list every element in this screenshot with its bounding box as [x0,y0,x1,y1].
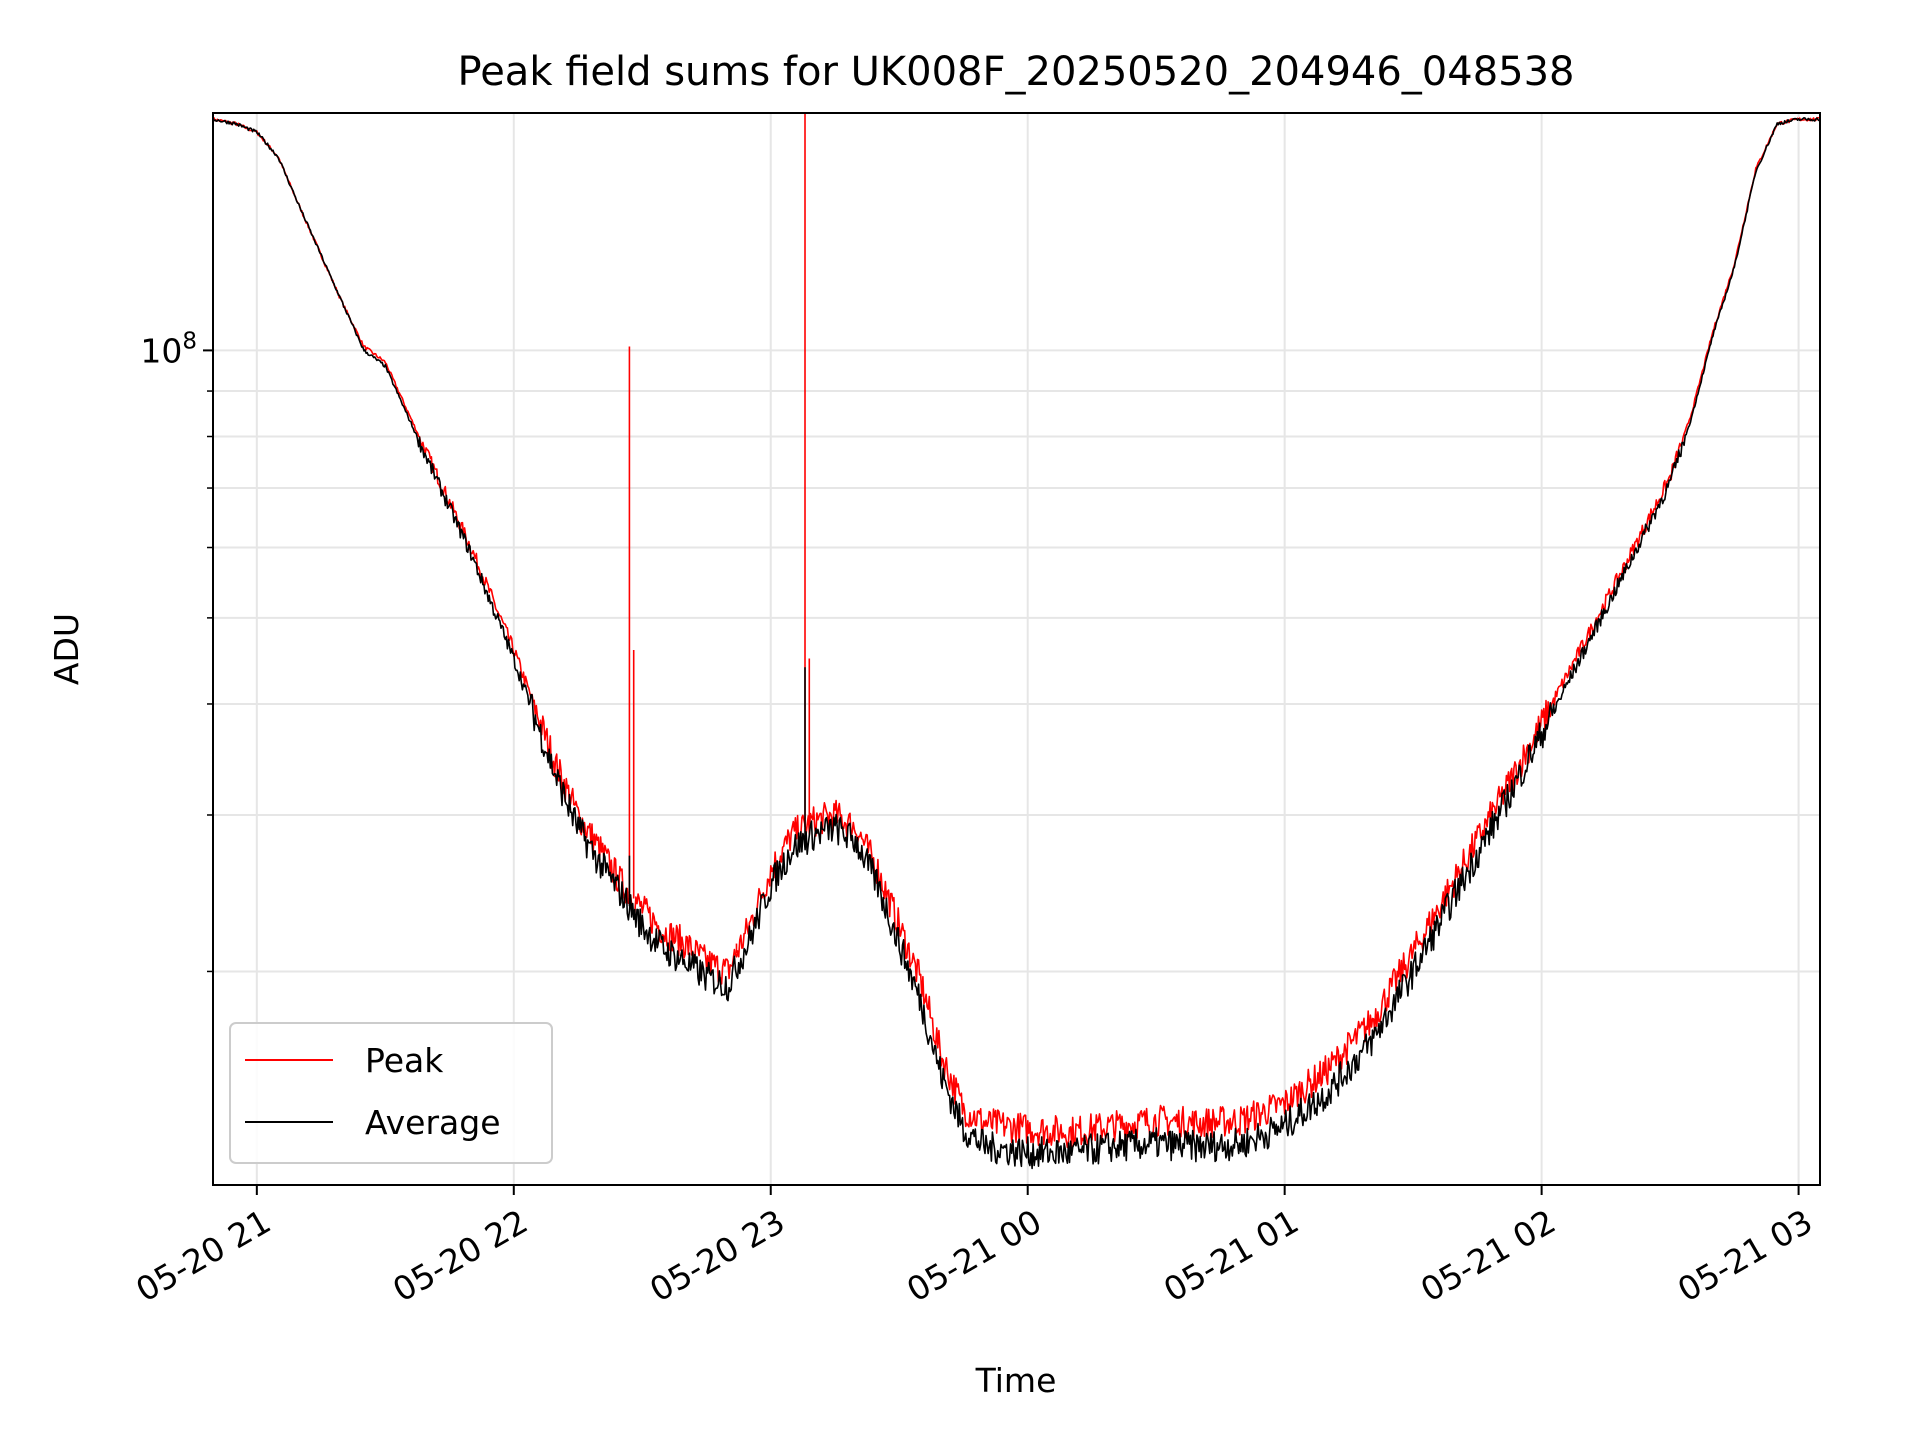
x-axis-label: Time [975,1361,1057,1400]
legend-box [229,1022,553,1164]
grid [213,113,1820,1185]
series-layer [212,113,1820,1170]
series-line-average [212,117,1820,1170]
legend: Peak Average [229,1022,553,1164]
plot-frame [212,112,1821,1186]
y-axis: 108 [140,328,213,973]
legend-label-average: Average [365,1103,501,1142]
legend-label-peak: Peak [365,1041,444,1080]
chart-title: Peak field sums for UK008F_20250520_2049… [458,49,1575,95]
y-tick-label: 108 [140,328,197,370]
y-axis-label: ADU [47,613,86,685]
